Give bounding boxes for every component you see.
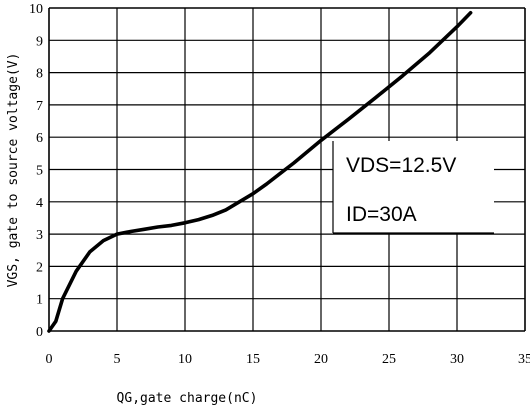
x-tick-label: 0 — [46, 352, 53, 367]
x-tick-label: 35 — [518, 352, 530, 367]
series-layer — [47, 11, 473, 333]
annotation-box: VDS=12.5V ID=30A — [332, 141, 494, 234]
y-tick-label: 6 — [36, 131, 43, 146]
annotation-text: VDS=12.5V — [346, 154, 456, 177]
x-tick-label: 5 — [114, 352, 121, 367]
y-axis-label: VGS, gate to source voltage(V) — [6, 53, 21, 288]
series-line — [47, 11, 473, 333]
x-tick-labels: 0 5 10 15 20 25 30 35 — [46, 352, 530, 367]
y-tick-label: 8 — [36, 67, 43, 82]
x-axis-label: QG,gate charge(nC) — [117, 391, 258, 406]
y-tick-labels: 0 1 2 3 4 5 6 7 8 9 10 — [29, 2, 43, 340]
y-tick-label: 2 — [36, 260, 43, 275]
y-tick-label: 5 — [36, 164, 43, 179]
x-tick-label: 10 — [178, 352, 192, 367]
x-tick-label: 30 — [450, 352, 464, 367]
y-tick-label: 3 — [36, 228, 43, 243]
x-tick-label: 20 — [314, 352, 328, 367]
x-tick-label: 15 — [246, 352, 260, 367]
y-tick-label: 9 — [36, 34, 43, 49]
annotation-background — [333, 141, 494, 233]
y-tick-label: 0 — [36, 325, 43, 340]
x-tick-label: 25 — [382, 352, 396, 367]
y-tick-label: 7 — [36, 99, 43, 114]
y-tick-label: 4 — [36, 196, 43, 211]
annotation-text: ID=30A — [346, 203, 417, 226]
y-tick-label: 1 — [36, 293, 43, 308]
y-tick-label: 10 — [29, 2, 43, 17]
